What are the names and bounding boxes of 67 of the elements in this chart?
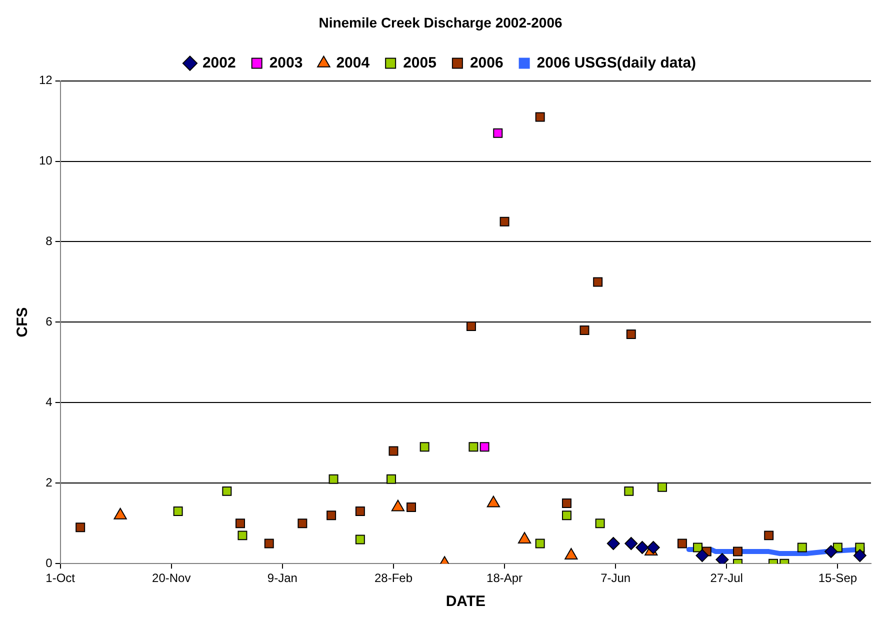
x-tick-label: 18-Apr <box>486 571 523 586</box>
y-tick-label: 12 <box>38 73 53 88</box>
point <box>624 486 634 496</box>
x-tick-label: 27-Jul <box>710 571 743 586</box>
y-tick-label: 8 <box>46 234 53 248</box>
point <box>677 538 687 548</box>
y-tick-label: 2 <box>46 475 53 490</box>
point <box>626 330 636 340</box>
x-tick-label: 15-Sep <box>818 571 858 586</box>
x-tick-label: 1-Oct <box>46 571 76 586</box>
point <box>406 502 416 512</box>
point <box>580 326 590 335</box>
point <box>693 542 703 552</box>
legend-label: 2002 <box>202 54 236 72</box>
x-tick-label: 28-Feb <box>374 571 413 586</box>
point <box>264 538 274 548</box>
point <box>624 536 638 550</box>
point <box>298 518 308 528</box>
legend-label: 2006 USGS(daily data) <box>536 54 696 72</box>
point <box>355 506 365 516</box>
y-tick-label: 0 <box>46 556 53 570</box>
point <box>355 534 365 544</box>
legend-label: 2006 <box>470 54 504 72</box>
legend-label: 2004 <box>336 54 370 72</box>
x-tick-label: 20-Nov <box>152 571 191 586</box>
x-axis-title: DATE <box>446 593 486 610</box>
point <box>222 486 232 496</box>
x-tick-label: 9-Jan <box>267 571 298 586</box>
legend-label: 2003 <box>269 54 303 72</box>
point <box>593 277 603 287</box>
point <box>466 321 476 331</box>
point <box>76 522 86 532</box>
point <box>646 541 660 554</box>
point <box>595 518 605 528</box>
x-tick-label: 7-Jun <box>600 571 631 586</box>
point <box>173 506 183 516</box>
point <box>606 536 620 550</box>
y-tick-label: 4 <box>46 394 53 409</box>
point <box>326 510 336 520</box>
point <box>657 482 667 492</box>
y-tick-label: 6 <box>46 314 53 329</box>
legend-label: 2005 <box>403 54 436 72</box>
point <box>500 216 510 226</box>
point <box>236 518 245 528</box>
chart-title: Ninemile Creek Discharge 2002-2006 <box>318 14 562 30</box>
point <box>716 553 729 564</box>
y-axis-title: CFS <box>14 307 32 338</box>
point <box>493 128 503 138</box>
point <box>238 530 248 540</box>
point <box>696 549 709 562</box>
point <box>824 545 838 558</box>
point <box>388 446 398 456</box>
point <box>636 541 649 554</box>
point <box>420 442 430 452</box>
point <box>562 510 572 520</box>
point <box>562 498 572 508</box>
point <box>386 474 396 484</box>
point <box>535 538 545 548</box>
point <box>468 442 478 452</box>
point <box>853 549 866 562</box>
point <box>764 530 774 540</box>
point <box>480 442 490 452</box>
y-tick-label: 10 <box>38 154 53 168</box>
point <box>797 542 807 552</box>
point <box>535 112 545 122</box>
point <box>328 474 338 484</box>
point <box>733 546 742 556</box>
